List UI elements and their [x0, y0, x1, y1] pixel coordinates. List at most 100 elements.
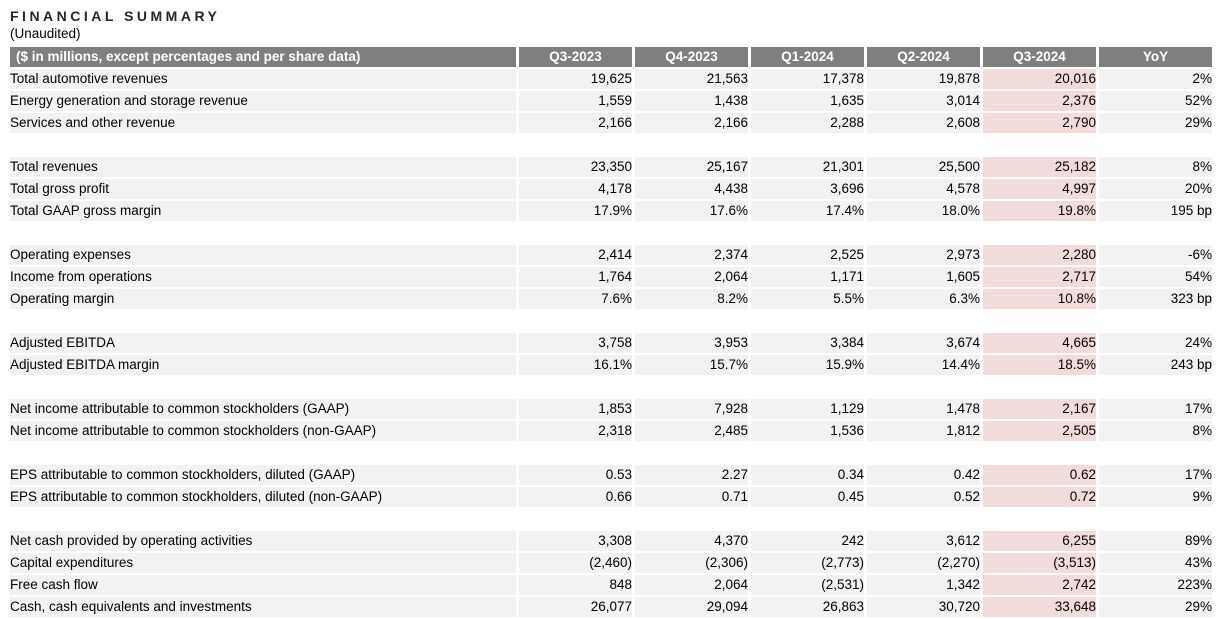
yoy-cell: 20% [1099, 179, 1212, 199]
table-row: Net income attributable to common stockh… [10, 399, 1212, 419]
value-cell: (2,306) [635, 553, 748, 573]
value-cell: 1,812 [867, 421, 980, 441]
yoy-cell: 89% [1099, 531, 1212, 551]
page-title: FINANCIAL SUMMARY [10, 8, 221, 24]
value-cell: 2,790 [983, 113, 1096, 133]
table-row: Services and other revenue 2,166 2,166 2,28… [10, 113, 1212, 133]
value-cell: 30,720 [867, 597, 980, 617]
value-cell: 17.6% [635, 201, 748, 221]
yoy-cell: 2% [1099, 69, 1212, 89]
row-label: Income from operations [10, 267, 516, 287]
value-cell: 2,288 [751, 113, 864, 133]
value-cell: 19,878 [867, 69, 980, 89]
row-label: Energy generation and storage revenue [10, 91, 516, 111]
group-spacer-row [10, 135, 1212, 155]
yoy-cell: 323 bp [1099, 289, 1212, 309]
table-row: Net income attributable to common stockh… [10, 421, 1212, 441]
value-cell: 25,182 [983, 157, 1096, 177]
header-q3-2024: Q3-2024 [983, 47, 1096, 67]
value-cell: 19.8% [983, 201, 1096, 221]
value-cell: 2,973 [867, 245, 980, 265]
value-cell: 16.1% [519, 355, 632, 375]
value-cell: (2,773) [751, 553, 864, 573]
value-cell: 1,129 [751, 399, 864, 419]
row-label: Capital expenditures [10, 553, 516, 573]
yoy-cell: 223% [1099, 575, 1212, 595]
row-label: Total automotive revenues [10, 69, 516, 89]
value-cell: 3,308 [519, 531, 632, 551]
row-label: Net income attributable to common stockh… [10, 399, 516, 419]
yoy-cell: 54% [1099, 267, 1212, 287]
value-cell: 2,167 [983, 399, 1096, 419]
value-cell: 0.45 [751, 487, 864, 507]
row-label: Total gross profit [10, 179, 516, 199]
value-cell: 0.62 [983, 465, 1096, 485]
row-label: Operating margin [10, 289, 516, 309]
value-cell: 242 [751, 531, 864, 551]
value-cell: 15.7% [635, 355, 748, 375]
value-cell: 8.2% [635, 289, 748, 309]
value-cell: 0.66 [519, 487, 632, 507]
value-cell: 20,016 [983, 69, 1096, 89]
group-spacer-cell [10, 311, 1212, 331]
value-cell: 2,717 [983, 267, 1096, 287]
value-cell: 1,478 [867, 399, 980, 419]
value-cell: 3,758 [519, 333, 632, 353]
value-cell: (2,531) [751, 575, 864, 595]
value-cell: 2,374 [635, 245, 748, 265]
row-label: Total GAAP gross margin [10, 201, 516, 221]
value-cell: 17.4% [751, 201, 864, 221]
row-label: Operating expenses [10, 245, 516, 265]
value-cell: 0.52 [867, 487, 980, 507]
value-cell: 0.42 [867, 465, 980, 485]
yoy-cell: 8% [1099, 157, 1212, 177]
value-cell: 29,094 [635, 597, 748, 617]
value-cell: 1,171 [751, 267, 864, 287]
value-cell: 2,525 [751, 245, 864, 265]
value-cell: 2,064 [635, 267, 748, 287]
yoy-cell: 43% [1099, 553, 1212, 573]
value-cell: 7,928 [635, 399, 748, 419]
value-cell: (3,513) [983, 553, 1096, 573]
table-row: Capital expenditures (2,460) (2,306) (2,773… [10, 553, 1212, 573]
yoy-cell: 17% [1099, 465, 1212, 485]
yoy-cell: 29% [1099, 113, 1212, 133]
value-cell: 3,674 [867, 333, 980, 353]
row-label: Adjusted EBITDA margin [10, 355, 516, 375]
row-label: Adjusted EBITDA [10, 333, 516, 353]
value-cell: 1,438 [635, 91, 748, 111]
value-cell: 848 [519, 575, 632, 595]
value-cell: 25,167 [635, 157, 748, 177]
header-q4-2023: Q4-2023 [635, 47, 748, 67]
group-spacer-row [10, 377, 1212, 397]
value-cell: 19,625 [519, 69, 632, 89]
table-row: Total automotive revenues 19,625 21,563 17,… [10, 69, 1212, 89]
yoy-cell: 29% [1099, 597, 1212, 617]
value-cell: 0.34 [751, 465, 864, 485]
header-q1-2024: Q1-2024 [751, 47, 864, 67]
value-cell: 2,376 [983, 91, 1096, 111]
value-cell: 18.0% [867, 201, 980, 221]
header-units-label: ($ in millions, except percentages and p… [10, 47, 516, 67]
table-row: Adjusted EBITDA margin 16.1% 15.7% 15.9% 14.… [10, 355, 1212, 375]
value-cell: 15.9% [751, 355, 864, 375]
page-subtitle: (Unaudited) [10, 26, 81, 41]
value-cell: 3,953 [635, 333, 748, 353]
value-cell: 0.72 [983, 487, 1096, 507]
table-row: Adjusted EBITDA 3,758 3,953 3,384 3,674 4,665… [10, 333, 1212, 353]
value-cell: 0.71 [635, 487, 748, 507]
value-cell: 3,014 [867, 91, 980, 111]
value-cell: 1,853 [519, 399, 632, 419]
value-cell: 14.4% [867, 355, 980, 375]
table-body: Total automotive revenues 19,625 21,563 17,… [10, 69, 1212, 617]
yoy-cell: 8% [1099, 421, 1212, 441]
group-spacer-cell [10, 443, 1212, 463]
yoy-cell: 243 bp [1099, 355, 1212, 375]
value-cell: 1,559 [519, 91, 632, 111]
yoy-cell: -6% [1099, 245, 1212, 265]
value-cell: 21,563 [635, 69, 748, 89]
value-cell: 7.6% [519, 289, 632, 309]
yoy-cell: 9% [1099, 487, 1212, 507]
table-row: Operating expenses 2,414 2,374 2,525 2,973 2,… [10, 245, 1212, 265]
